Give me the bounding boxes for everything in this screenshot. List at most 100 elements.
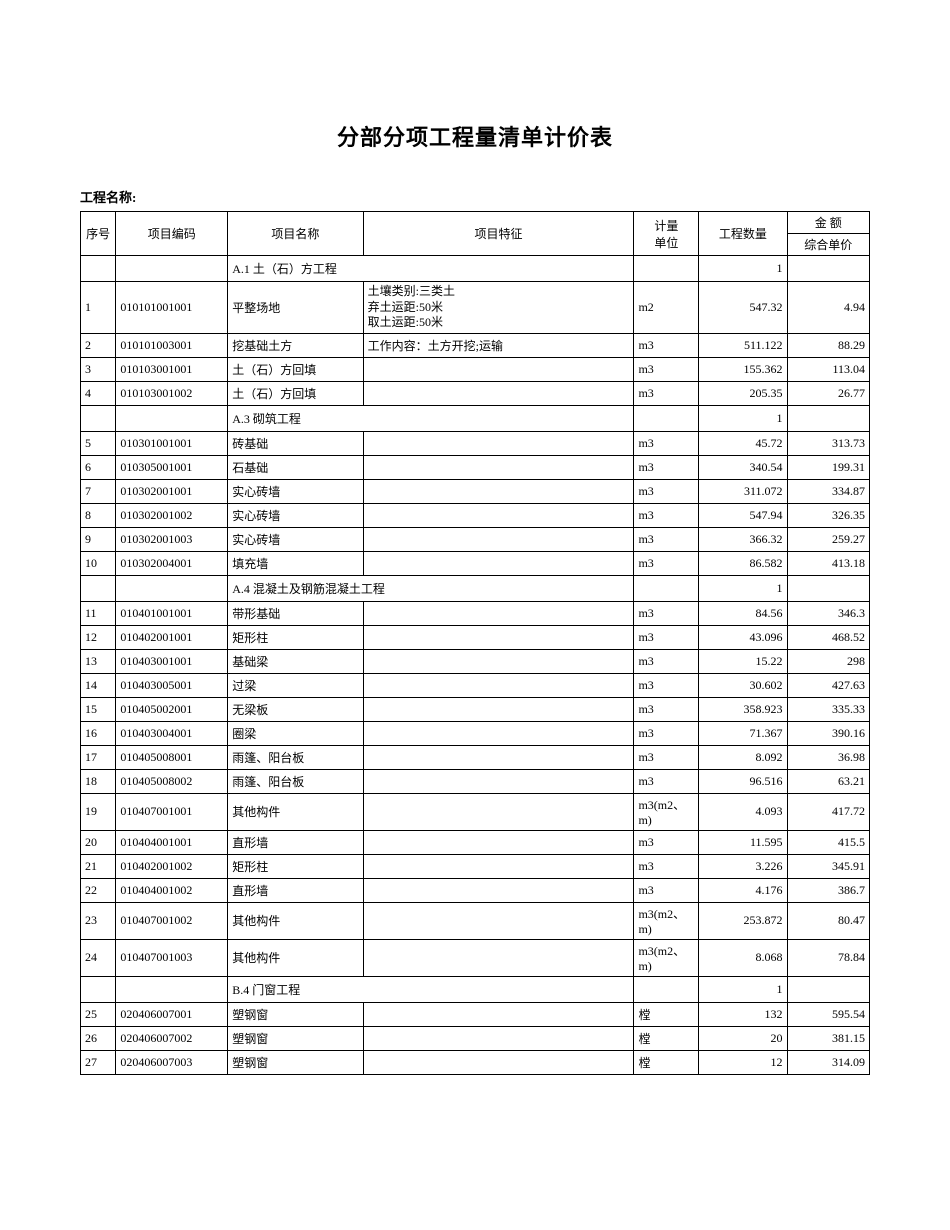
cell-feature	[363, 527, 634, 551]
cell-seq: 2	[81, 333, 116, 357]
cell-seq	[81, 405, 116, 431]
table-row: 12010402001001矩形柱m343.096468.52	[81, 625, 870, 649]
cell-code	[116, 976, 228, 1002]
cell-code: 010101003001	[116, 333, 228, 357]
header-feature: 项目特征	[363, 212, 634, 256]
cell-code: 010301001001	[116, 431, 228, 455]
cell-price: 36.98	[787, 745, 869, 769]
cell-feature	[363, 649, 634, 673]
section-name: A.3 砌筑工程	[228, 405, 634, 431]
cell-unit: m3(m2、m)	[634, 793, 699, 830]
cell-name: 塑钢窗	[228, 1002, 363, 1026]
cell-feature	[363, 697, 634, 721]
cell-price: 26.77	[787, 381, 869, 405]
table-row: 9010302001003实心砖墙m3366.32259.27	[81, 527, 870, 551]
cell-unit: m3	[634, 333, 699, 357]
cell-qty: 311.072	[699, 479, 787, 503]
cell-code: 010103001002	[116, 381, 228, 405]
cell-code: 010101001001	[116, 282, 228, 334]
table-row: 13010403001001基础梁m315.22298	[81, 649, 870, 673]
table-row: 2010101003001挖基础土方工作内容：土方开挖;运输m3511.1228…	[81, 333, 870, 357]
cell-feature	[363, 721, 634, 745]
cell-seq: 10	[81, 551, 116, 575]
cell-feature	[363, 479, 634, 503]
cell-name: 实心砖墙	[228, 479, 363, 503]
cell-feature	[363, 769, 634, 793]
cell-name: 平整场地	[228, 282, 363, 334]
cell-price: 415.5	[787, 830, 869, 854]
cell-code	[116, 256, 228, 282]
cell-seq: 16	[81, 721, 116, 745]
cell-seq: 25	[81, 1002, 116, 1026]
cell-code: 010403004001	[116, 721, 228, 745]
table-row: 14010403005001过梁m330.602427.63	[81, 673, 870, 697]
cell-qty: 1	[699, 976, 787, 1002]
table-row: 22010404001002直形墙m34.176386.7	[81, 878, 870, 902]
cell-qty: 511.122	[699, 333, 787, 357]
cell-qty: 11.595	[699, 830, 787, 854]
cell-code: 010405008002	[116, 769, 228, 793]
cell-unit: m3(m2、m)	[634, 902, 699, 939]
cell-price: 334.87	[787, 479, 869, 503]
cell-seq: 9	[81, 527, 116, 551]
cell-qty: 547.32	[699, 282, 787, 334]
cell-unit	[634, 976, 699, 1002]
table-row: 18010405008002雨篷、阳台板m396.51663.21	[81, 769, 870, 793]
cell-feature	[363, 601, 634, 625]
header-qty: 工程数量	[699, 212, 787, 256]
cell-seq: 27	[81, 1050, 116, 1074]
cell-unit: m3	[634, 431, 699, 455]
header-amount: 金 额	[787, 212, 869, 234]
cell-code: 020406007003	[116, 1050, 228, 1074]
cell-feature	[363, 431, 634, 455]
cell-seq: 22	[81, 878, 116, 902]
cell-qty: 4.093	[699, 793, 787, 830]
table-body: A.1 土（石）方工程11010101001001平整场地土壤类别:三类土弃土运…	[81, 256, 870, 1075]
cell-name: 石基础	[228, 455, 363, 479]
section-row: A.4 混凝土及钢筋混凝土工程1	[81, 575, 870, 601]
cell-qty: 1	[699, 405, 787, 431]
cell-name: 圈梁	[228, 721, 363, 745]
table-row: 6010305001001石基础m3340.54199.31	[81, 455, 870, 479]
cell-feature	[363, 939, 634, 976]
cell-unit: m3	[634, 625, 699, 649]
cell-seq	[81, 976, 116, 1002]
cell-name: 矩形柱	[228, 854, 363, 878]
cell-unit: m3	[634, 721, 699, 745]
cell-unit: m3	[634, 455, 699, 479]
cell-feature	[363, 830, 634, 854]
pricing-table: 序号 项目编码 项目名称 项目特征 计量 单位 工程数量 金 额 综合单价 A.…	[80, 211, 870, 1075]
cell-code: 010404001002	[116, 878, 228, 902]
cell-qty: 84.56	[699, 601, 787, 625]
cell-feature	[363, 673, 634, 697]
cell-code: 010402001002	[116, 854, 228, 878]
cell-name: 其他构件	[228, 793, 363, 830]
cell-unit: m3	[634, 673, 699, 697]
cell-qty: 43.096	[699, 625, 787, 649]
cell-name: 直形墙	[228, 878, 363, 902]
cell-qty: 15.22	[699, 649, 787, 673]
cell-code: 010405008001	[116, 745, 228, 769]
cell-seq: 1	[81, 282, 116, 334]
cell-unit	[634, 256, 699, 282]
cell-code: 010407001001	[116, 793, 228, 830]
cell-price: 346.3	[787, 601, 869, 625]
cell-unit: m3(m2、m)	[634, 939, 699, 976]
cell-price: 298	[787, 649, 869, 673]
cell-price	[787, 405, 869, 431]
cell-code: 010302001003	[116, 527, 228, 551]
cell-feature	[363, 1026, 634, 1050]
cell-seq: 8	[81, 503, 116, 527]
cell-qty: 1	[699, 575, 787, 601]
cell-name: 土（石）方回填	[228, 357, 363, 381]
cell-feature	[363, 745, 634, 769]
table-row: 11010401001001带形基础m384.56346.3	[81, 601, 870, 625]
table-row: 10010302004001填充墙m386.582413.18	[81, 551, 870, 575]
table-row: 8010302001002实心砖墙m3547.94326.35	[81, 503, 870, 527]
cell-code	[116, 575, 228, 601]
cell-price: 381.15	[787, 1026, 869, 1050]
cell-feature	[363, 503, 634, 527]
section-row: A.1 土（石）方工程1	[81, 256, 870, 282]
cell-code: 010305001001	[116, 455, 228, 479]
cell-name: 塑钢窗	[228, 1026, 363, 1050]
